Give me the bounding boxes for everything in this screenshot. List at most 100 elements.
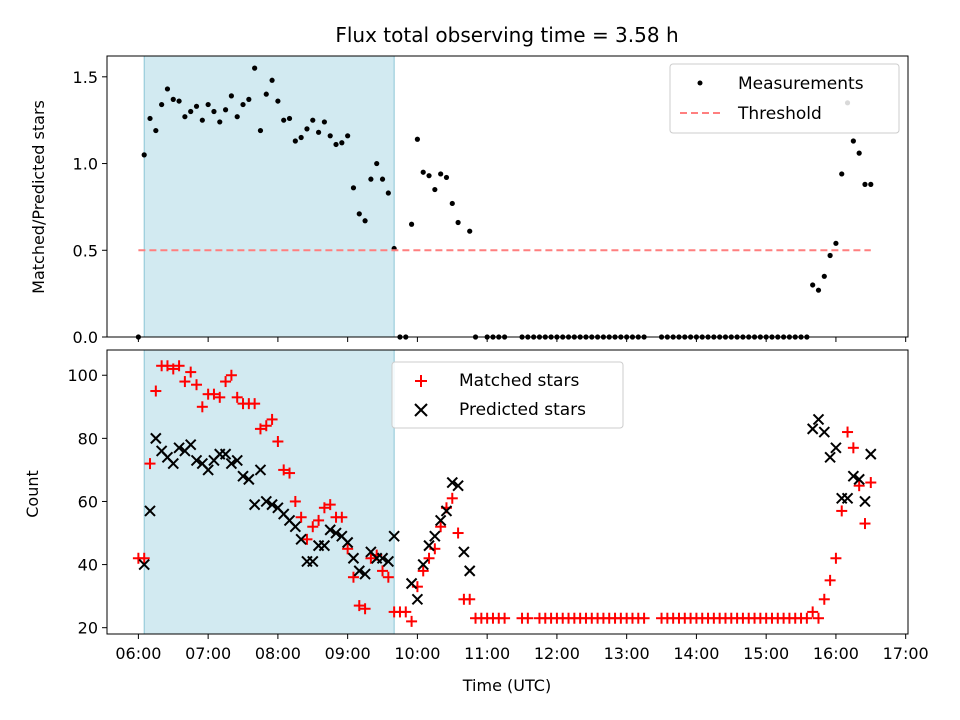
ratio-y-axis-label: Matched/Predicted stars	[29, 100, 48, 294]
predicted-stars-point	[225, 457, 238, 470]
matched-stars-point	[342, 543, 354, 555]
x-tick-label: 10:00	[394, 644, 440, 663]
predicted-stars-point	[237, 470, 249, 482]
matched-stars-point	[400, 606, 412, 618]
predicted-stars-point	[388, 530, 400, 542]
predicted-stars-point	[382, 555, 395, 568]
measurement-point	[414, 136, 421, 142]
x-axis-label: Time (UTC)	[462, 676, 551, 695]
y-tick-label: 1.0	[73, 155, 98, 174]
predicted-stars-point	[806, 423, 819, 435]
matched-stars-point	[435, 521, 447, 533]
matched-stars-point	[144, 458, 156, 470]
predicted-stars-point	[184, 438, 197, 451]
predicted-stars-point	[865, 448, 877, 460]
matched-stars-point	[807, 606, 819, 618]
observing-window-shade	[143, 55, 395, 338]
x-tick-label: 07:00	[185, 644, 231, 663]
measurement-point	[188, 108, 194, 115]
matched-stars-point	[161, 360, 173, 372]
predicted-stars-point	[266, 498, 278, 511]
measurement-point	[147, 115, 153, 122]
predicted-stars-point	[243, 473, 255, 486]
x-tick-label: 12:00	[534, 644, 580, 663]
measurement-point	[467, 228, 473, 234]
measurement-point	[315, 129, 322, 135]
measurement-point	[385, 190, 391, 196]
predicted-stars-point	[853, 473, 865, 486]
y-tick-label: 0.5	[73, 241, 98, 260]
predicted-stars-point	[818, 426, 831, 438]
measurement-point	[432, 186, 438, 193]
measurement-point	[408, 221, 415, 227]
measurement-point	[833, 240, 839, 246]
measurement-point	[856, 150, 862, 156]
matched-stars-point	[301, 533, 313, 545]
count-marks	[132, 360, 877, 627]
matched-stars-point	[179, 376, 191, 388]
predicted-stars-point	[359, 568, 371, 580]
measurement-point	[153, 127, 159, 134]
legend-matched-marker	[415, 375, 427, 387]
measurement-point	[217, 119, 223, 125]
matched-stars-point	[818, 593, 830, 605]
measurement-point	[234, 114, 240, 120]
matched-stars-point	[836, 505, 848, 517]
measurement-point	[252, 65, 258, 71]
predicted-stars-point	[417, 558, 429, 571]
predicted-stars-point	[429, 530, 441, 542]
ratio-y-ticks: 0.0 0.5 1.0 1.5	[73, 68, 107, 347]
predicted-stars-point	[405, 577, 418, 590]
matched-stars-point	[365, 552, 377, 564]
measurement-point	[810, 282, 816, 288]
x-tick-label: 13:00	[604, 644, 650, 663]
predicted-stars-point	[138, 558, 150, 571]
measurement-point	[839, 171, 845, 177]
measurement-point	[228, 93, 234, 99]
measurement-point	[257, 127, 264, 134]
matched-stars-point	[452, 527, 464, 539]
measurement-point	[333, 141, 339, 148]
ratio-legend-box	[669, 63, 900, 134]
y-tick-label: 40	[78, 556, 98, 575]
matched-stars-point	[173, 360, 185, 372]
matched-stars-point	[260, 420, 272, 432]
measurement-point	[310, 117, 316, 123]
measurement-point	[321, 119, 327, 125]
y-tick-label: 100	[67, 366, 98, 385]
y-tick-label: 80	[78, 429, 98, 448]
predicted-stars-point	[254, 464, 267, 476]
predicted-stars-point	[347, 552, 360, 564]
measurement-point	[275, 98, 281, 104]
matched-stars-point	[847, 442, 859, 454]
matched-stars-point	[830, 552, 842, 564]
matched-stars-point	[499, 612, 511, 624]
legend-threshold-label: Threshold	[737, 104, 822, 124]
y-tick-label: 0.0	[73, 328, 98, 347]
matched-stars-point	[464, 593, 476, 605]
predicted-stars-point	[411, 593, 424, 605]
matched-stars-point	[336, 511, 348, 523]
count-y-axis-label: Count	[23, 470, 42, 518]
predicted-stars-point	[859, 495, 871, 508]
predicted-stars-point	[830, 442, 842, 454]
predicted-stars-point	[248, 498, 261, 511]
ratio-panel: 0.0 0.5 1.0 1.5 Flux total observing time =…	[29, 23, 909, 347]
matched-stars-point	[417, 565, 429, 577]
measurement-point	[821, 273, 827, 279]
matched-stars-point	[842, 426, 854, 438]
matched-stars-point	[284, 467, 296, 479]
predicted-stars-point	[202, 464, 214, 476]
predicted-stars-point	[423, 539, 435, 552]
measurement-point	[222, 107, 229, 113]
predicted-stars-point	[464, 565, 476, 577]
matched-stars-point	[853, 480, 865, 492]
matched-stars-point	[347, 571, 359, 583]
ratio-axes-frame	[106, 55, 909, 338]
measurement-point	[269, 77, 275, 83]
predicted-stars-point	[144, 505, 156, 517]
predicted-stars-point	[167, 457, 179, 470]
x-tick-label: 08:00	[255, 644, 301, 663]
legend-matched-label: Matched stars	[459, 371, 579, 391]
matched-stars-point	[801, 612, 813, 624]
